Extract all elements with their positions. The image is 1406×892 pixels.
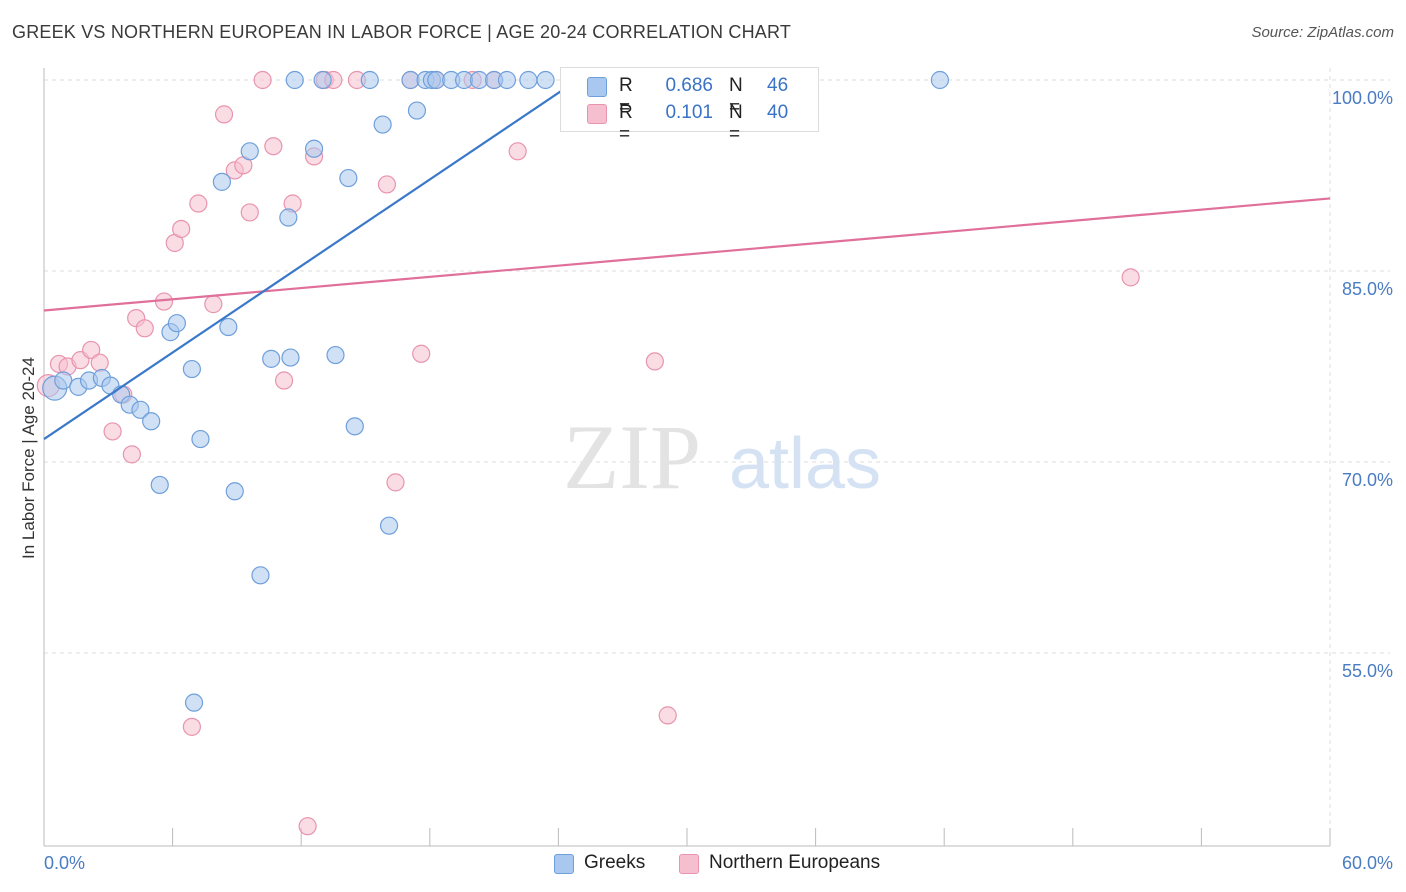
- point-northern-european: [103, 422, 122, 441]
- point-greek: [379, 516, 399, 535]
- point-northern-european: [90, 353, 109, 372]
- point-northern-european: [182, 717, 201, 736]
- legend-n-value: 46: [767, 75, 789, 96]
- point-greek: [519, 70, 538, 90]
- point-northern-european: [253, 70, 272, 90]
- y-tick-label: 55.0%: [1342, 661, 1393, 681]
- trendline-greeks: [43, 68, 594, 440]
- x-tick-label: 60.0%: [1342, 853, 1393, 873]
- point-northern-european: [189, 194, 208, 213]
- watermark-zip: ZIP: [563, 406, 701, 508]
- point-northern-european: [1121, 268, 1140, 287]
- point-greek: [279, 208, 298, 227]
- axes: [43, 68, 1331, 847]
- point-greek: [262, 349, 281, 368]
- point-northern-european: [274, 371, 294, 390]
- legend: R = 0.686 N = 46 R = 0.101 N = 40: [560, 67, 819, 145]
- y-tick-label: 100.0%: [1332, 88, 1393, 108]
- point-greek: [212, 172, 231, 191]
- point-northern-european: [658, 706, 677, 725]
- legend-r-value: 0.101: [665, 102, 713, 123]
- point-greek: [54, 371, 73, 390]
- point-northern-european: [135, 319, 154, 338]
- point-greek: [285, 70, 304, 90]
- trend-lines: [43, 68, 1331, 440]
- watermark-atlas: atlas: [729, 424, 881, 504]
- point-greek: [326, 345, 345, 365]
- point-greek: [360, 70, 379, 90]
- legend-r-label: R =: [619, 102, 633, 145]
- point-greek: [167, 314, 186, 333]
- point-northern-european: [122, 445, 141, 464]
- point-greek: [184, 693, 204, 712]
- point-northern-european: [264, 137, 283, 156]
- point-greek: [339, 168, 358, 188]
- source-label: Source: ZipAtlas.com: [1251, 24, 1394, 41]
- legend-n-label: N =: [729, 102, 743, 145]
- point-northern-european: [645, 352, 664, 371]
- watermark: ZIP atlas: [563, 406, 881, 508]
- point-greek: [536, 70, 555, 90]
- point-northern-european: [412, 344, 431, 363]
- point-greek: [497, 70, 517, 90]
- point-greek: [313, 70, 332, 90]
- bottom-legend-label: Greeks: [584, 852, 646, 873]
- legend-n-label: N =: [729, 75, 743, 118]
- x-tick-label: 0.0%: [44, 853, 85, 873]
- legend-r-label: R =: [619, 75, 633, 118]
- point-greek: [219, 317, 238, 337]
- series-greeks: [42, 70, 950, 712]
- y-axis-label: In Labor Force | Age 20-24: [19, 357, 38, 559]
- point-greek: [304, 139, 324, 158]
- point-greek: [345, 417, 364, 436]
- point-greek: [191, 429, 210, 449]
- point-northern-european: [377, 175, 397, 194]
- bottom-legend-label: Northern Europeans: [709, 852, 881, 873]
- point-greek: [182, 359, 201, 379]
- point-greek: [251, 566, 270, 585]
- y-tick-label: 70.0%: [1342, 470, 1393, 490]
- legend-swatch-blue: [587, 77, 607, 97]
- legend-n-value: 40: [767, 102, 789, 123]
- trendline-northern-europeans: [43, 197, 1331, 312]
- point-northern-european: [214, 105, 234, 124]
- point-northern-european: [298, 817, 317, 836]
- point-greek: [225, 482, 244, 501]
- legend-r-value: 0.686: [665, 75, 713, 96]
- point-greek: [150, 475, 169, 495]
- point-northern-european: [508, 142, 527, 161]
- point-greek: [131, 400, 150, 419]
- point-northern-european: [172, 219, 191, 239]
- grid-lines: [44, 68, 1390, 846]
- point-greek: [142, 412, 161, 431]
- point-northern-european: [204, 295, 223, 314]
- point-northern-european: [82, 340, 101, 360]
- point-greek: [373, 115, 392, 134]
- bottom-legend-swatch-blue: [554, 854, 574, 874]
- point-northern-european: [240, 203, 259, 222]
- bottom-legend-swatch-pink: [679, 854, 699, 874]
- point-greek: [281, 348, 300, 367]
- chart-title: GREEK VS NORTHERN EUROPEAN IN LABOR FORC…: [12, 22, 792, 42]
- point-greek: [407, 101, 427, 120]
- y-tick-label: 85.0%: [1342, 279, 1393, 299]
- point-greek: [930, 70, 950, 90]
- point-northern-european: [386, 473, 405, 492]
- tick-labels: 100.0% 85.0% 70.0% 55.0% 0.0% 60.0%: [44, 88, 1393, 873]
- point-greek: [240, 142, 259, 161]
- legend-swatch-pink: [587, 104, 607, 124]
